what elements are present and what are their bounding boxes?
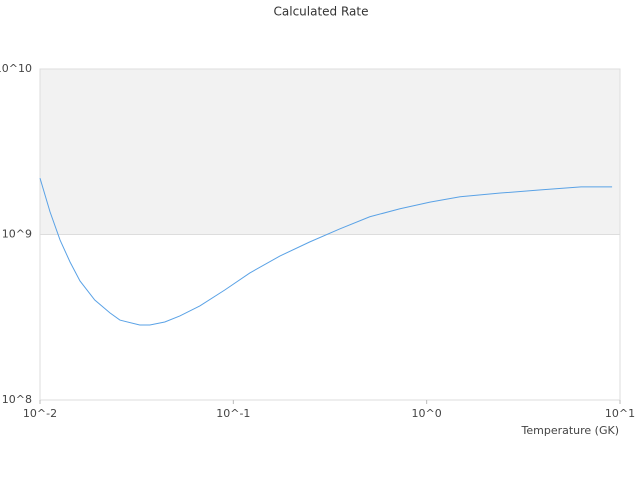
line-series <box>39 178 613 326</box>
x-tick-label: 10^1 <box>605 407 635 420</box>
x-tick-label: 10^0 <box>412 407 442 420</box>
y-tick-label: 10^10 <box>0 62 32 75</box>
x-tick-label: 10^-1 <box>216 407 250 420</box>
y-tick-label: 10^8 <box>2 393 32 406</box>
x-tick-label: 10^-2 <box>23 407 57 420</box>
y-tick-label: 10^9 <box>2 228 32 241</box>
x-axis-title: Temperature (GK) <box>521 424 620 437</box>
grid-band <box>40 69 620 235</box>
chart-title: Calculated Rate <box>274 5 369 19</box>
